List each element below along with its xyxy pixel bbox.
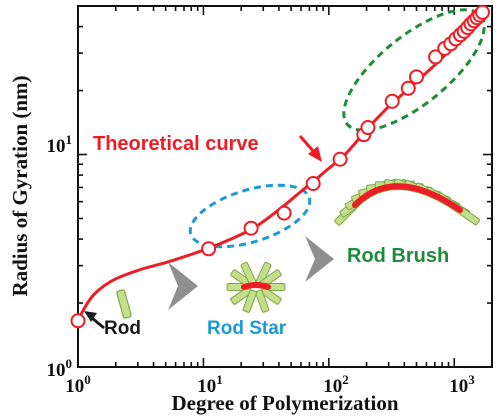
rod-segment [230, 286, 253, 305]
theoretical-curve-line [76, 10, 488, 322]
rod-segment [255, 289, 270, 313]
rod-pointer-arrow [84, 311, 105, 330]
data-point-marker [201, 241, 217, 257]
x-tick-label-100: 102 [323, 372, 349, 397]
theoretical-curve-arrow [298, 135, 322, 162]
data-point-marker [276, 205, 292, 221]
star-core [241, 282, 271, 290]
data-point-marker [305, 176, 321, 192]
data-point-marker [70, 313, 86, 329]
data-point-marker [428, 49, 444, 65]
theoretical-curve-label: Theoretical curve [93, 133, 259, 155]
y-tick-label-10: 101 [47, 132, 73, 157]
rod-star-region-ellipse [188, 183, 312, 249]
data-markers [70, 4, 491, 329]
data-point-marker [400, 80, 416, 96]
x-tick-label-1000: 103 [449, 372, 475, 397]
x-tick-label-1: 100 [65, 372, 91, 397]
x-axis-label: Degree of Polymerization [171, 391, 398, 415]
rod-star-label: Rod Star [207, 318, 287, 339]
data-point-marker [243, 220, 259, 236]
data-point-marker [408, 69, 424, 85]
plot-frame [77, 5, 493, 368]
rod-label: Rod [104, 318, 141, 339]
y-axis-label: Radius of Gyration (nm) [8, 75, 32, 296]
grey-arrow-2 [305, 236, 334, 282]
rod-segment [242, 289, 257, 313]
data-point-marker [360, 120, 376, 136]
x-tick-label-10: 101 [197, 372, 223, 397]
brush-backbone [352, 183, 463, 213]
y-tick-label-1: 100 [47, 356, 73, 381]
data-point-marker [384, 93, 400, 109]
rod-star-illustration [226, 261, 286, 313]
rod-illustration [116, 289, 132, 319]
grey-arrow-1 [168, 262, 198, 310]
data-point-marker [475, 4, 491, 20]
data-point-marker [332, 151, 348, 167]
tick-marks [77, 5, 493, 368]
rod-segment [259, 286, 282, 305]
rod-brush-label: Rod Brush [347, 245, 449, 267]
rod-brush-illustration [334, 178, 480, 226]
